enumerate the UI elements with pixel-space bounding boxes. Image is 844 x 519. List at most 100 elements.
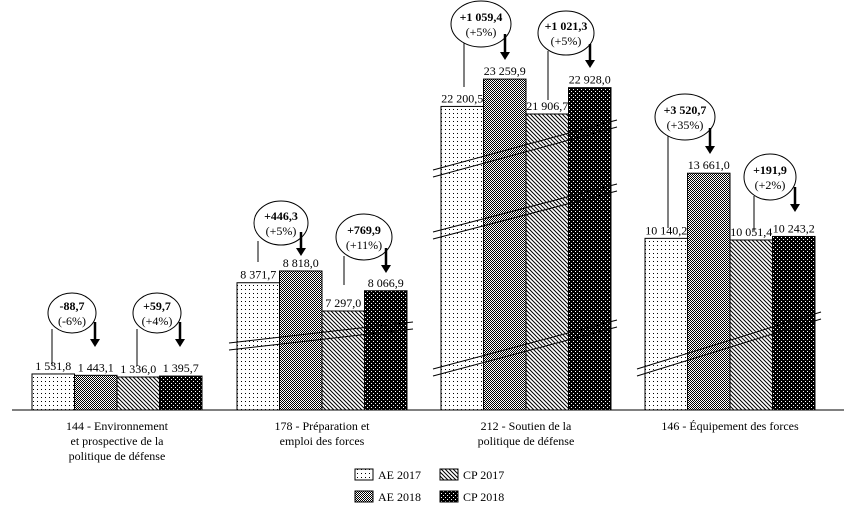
annotation-percent: (+2%) [755,178,786,192]
annotation-bubble [654,93,716,141]
legend-swatch [439,490,459,503]
bar-cp-2017 [729,239,773,411]
bar-cp-2018 [159,375,203,411]
legend-swatch [354,490,374,503]
data-label: 8 371,7 [240,268,276,282]
bar-ae-2017 [31,373,75,411]
bar-cp-2018 [364,290,408,411]
category-label: et prospective de la [71,434,165,448]
annotation-percent: (+4%) [142,314,173,328]
data-label: 21 906,7 [526,99,568,113]
data-label: 1 443,1 [78,360,114,374]
annotation-delta: +191,9 [753,163,787,177]
bar-cp-2018 [772,235,816,411]
bar-ae-2017 [440,105,484,411]
bars-layer [31,78,816,411]
category-label: 146 - Équipement des forces [661,419,799,433]
legend-label: AE 2017 [378,468,421,482]
annotation-bubble [132,292,182,334]
data-label: 22 928,0 [569,73,611,87]
data-label: 7 297,0 [325,296,361,310]
axis-break-line [228,328,414,351]
annotation-bubble [743,153,797,201]
data-label: 1 531,8 [35,359,71,373]
annotation-delta: +3 520,7 [664,103,707,117]
variation-annotation: +769,9(+11%) [335,213,393,285]
arrow-head-icon [175,339,185,347]
variation-annotation: +446,3(+5%) [253,200,309,262]
data-label: 1 395,7 [163,361,199,375]
axis-break-line [432,319,618,370]
data-label: 1 336,0 [120,362,156,376]
variation-annotation: +1 059,4(+5%) [450,0,512,87]
annotation-bubble [335,213,393,261]
category-label: politique de défense [478,434,575,448]
annotation-delta: +1 021,3 [545,19,588,33]
legend: AE 2017 CP 2017 AE 2018 CP 2018 [354,468,504,504]
annotation-delta: +446,3 [264,209,298,223]
annotation-bubble [253,200,309,246]
arrow-head-icon [585,60,595,68]
category-label: 144 - Environnement [66,419,169,433]
annotation-bubble [450,0,512,48]
data-label: 23 259,9 [484,64,526,78]
data-label: 10 243,2 [773,221,815,235]
legend-label: CP 2018 [463,490,504,504]
bar-ae-2018 [74,374,118,411]
legend-swatch [354,468,374,481]
variation-annotation: -88,7(-6%) [47,292,100,366]
axis-break-line [432,183,618,233]
variation-annotation: +191,9(+2%) [743,153,800,231]
value-labels-layer: 1 531,8 8 371,7 22 200,5 10 140,2 1 443,1 8 8… [35,64,815,376]
axis-break-line [432,190,618,240]
axis-break-line [636,311,822,370]
category-label: emploi des forces [280,434,365,448]
annotation-delta: +59,7 [143,299,171,313]
annotation-percent: (+5%) [551,34,582,48]
data-label: 8 066,9 [368,276,404,290]
annotation-bubble [537,10,595,56]
legend-label: AE 2018 [378,490,421,504]
annotation-bubble [47,292,97,334]
annotation-percent: (+5%) [266,224,297,238]
category-label: politique de défense [69,449,166,463]
arrow-head-icon [90,339,100,347]
variation-annotation: +1 021,3(+5%) [537,10,595,100]
category-label: 212 - Soutien de la [481,419,572,433]
axis-break-line [228,321,414,344]
annotations-layer: -88,7(-6%)+59,7(+4%)+446,3(+5%) +769,9(+1… [47,0,800,366]
axis-break-line [636,318,822,377]
bar-cp-2017 [321,310,365,411]
arrow-head-icon [381,265,391,273]
axis-break-line [432,119,618,171]
bar-cp-2017 [525,113,569,411]
axis-break-line [432,326,618,377]
axis-breaks-layer [228,119,822,377]
legend-swatch [439,468,459,481]
annotation-percent: (-6%) [58,314,86,328]
arrow-head-icon [790,204,800,212]
legend-label: CP 2017 [463,468,504,482]
arrow-head-icon [296,248,306,256]
bar-ae-2017 [644,237,688,411]
category-label: 178 - Préparation et [275,419,371,433]
bar-cp-2017 [116,376,160,411]
bar-cp-2018 [568,87,612,411]
arrow-head-icon [500,52,510,60]
annotation-delta: -88,7 [60,299,85,313]
data-label: 22 200,5 [441,91,483,105]
bar-ae-2018 [687,172,731,411]
data-label: 10 051,4 [730,225,772,239]
annotation-delta: +769,9 [347,223,381,237]
annotation-delta: +1 059,4 [460,10,503,24]
annotation-percent: (+11%) [346,238,382,252]
data-label: 8 818,0 [283,256,319,270]
axis-break-line [432,126,618,178]
variation-annotation: +59,7(+4%) [132,292,185,366]
annotation-percent: (+5%) [466,25,497,39]
data-label: 13 661,0 [688,158,730,172]
data-label: 10 140,2 [645,223,687,237]
arrow-head-icon [705,146,715,154]
